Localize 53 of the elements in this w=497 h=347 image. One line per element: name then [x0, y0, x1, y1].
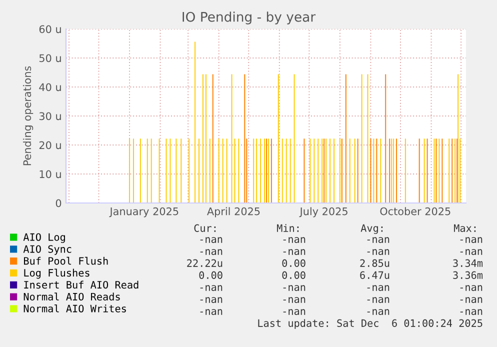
- x-tick-label: April 2025: [207, 207, 260, 218]
- x-tick-label: July 2025: [299, 207, 348, 218]
- y-tick-label: 50 u: [39, 54, 61, 62]
- text: -nan: [200, 237, 222, 243]
- text: -nan: [200, 297, 222, 303]
- y-axis-title: Pending operations: [23, 66, 34, 166]
- text: 3.36m: [453, 271, 483, 279]
- y-tick-label: 10 u: [40, 170, 61, 178]
- legend-label: Normal AIO Writes: [24, 304, 126, 312]
- text: -nan: [200, 285, 222, 291]
- text: -nan: [460, 285, 482, 291]
- legend-label: Normal AIO Reads: [24, 292, 120, 301]
- legend-label: Log Flushes: [24, 268, 90, 279]
- text: Cur:: [194, 224, 216, 232]
- text: -nan: [283, 249, 306, 255]
- text: 0.00: [282, 271, 306, 279]
- text: 0.00: [199, 271, 222, 279]
- y-tick-label: 20 u: [39, 141, 61, 150]
- text: -nan: [367, 237, 390, 243]
- y-tick-label: 30 u: [39, 112, 61, 120]
- text: -nan: [367, 309, 390, 315]
- text: -nan: [367, 249, 390, 255]
- legend-label: AIO Log: [23, 233, 65, 243]
- text: -nan: [367, 297, 390, 303]
- text: Min:: [277, 224, 299, 232]
- text: -nan: [200, 249, 222, 255]
- y-tick-label: 0: [56, 199, 62, 208]
- text: -nan: [283, 285, 306, 291]
- y-tick-label: 60 u: [39, 25, 61, 34]
- text: -nan: [460, 237, 482, 243]
- legend-label: Insert Buf AIO Read: [24, 280, 138, 289]
- text: Max:: [454, 224, 476, 232]
- text: -nan: [367, 285, 390, 291]
- text: Last update: Sat Dec 6 01:00:24 2025: [258, 319, 482, 329]
- text: -nan: [460, 297, 482, 303]
- text: 22.22u: [187, 259, 222, 267]
- x-tick-label: January 2025: [109, 207, 178, 218]
- text: 6.47u: [360, 271, 390, 279]
- text: -nan: [283, 237, 306, 243]
- text: 3.34m: [453, 259, 483, 267]
- text: -nan: [460, 309, 482, 315]
- x-tick-label: October 2025: [380, 207, 450, 216]
- text: -nan: [460, 249, 482, 255]
- y-tick-label: 40 u: [39, 83, 61, 92]
- text: -nan: [200, 309, 222, 315]
- legend-label: Buf Pool Flush: [24, 256, 108, 265]
- text: Avg:: [360, 224, 383, 234]
- text: -nan: [283, 309, 306, 315]
- chart-title: IO Pending - by year: [182, 12, 316, 24]
- text: 2.85u: [360, 259, 390, 267]
- text: 0.00: [282, 259, 306, 267]
- text: -nan: [283, 297, 306, 303]
- legend-label: AIO Sync: [23, 245, 72, 255]
